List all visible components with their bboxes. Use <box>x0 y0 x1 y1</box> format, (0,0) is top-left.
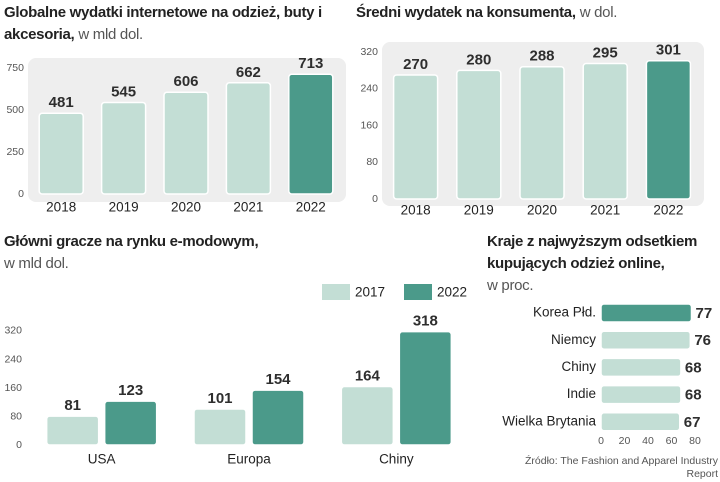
x-tick-label: 2019 <box>109 200 139 215</box>
value-label: 77 <box>695 305 712 322</box>
bar <box>645 59 692 200</box>
x-tick-label: 2021 <box>590 203 620 218</box>
chart-heading: Średni wydatek na konsumenta, w dol. <box>356 2 716 24</box>
x-tick-label: Europa <box>227 452 271 467</box>
legend-swatch <box>322 284 350 300</box>
x-tick-label: 2018 <box>401 203 431 218</box>
bar <box>45 415 100 446</box>
x-tick-label: Chiny <box>379 452 414 467</box>
value-label: 270 <box>403 56 428 73</box>
chart-subtitle: w proc. <box>487 277 534 294</box>
value-label: 67 <box>684 414 701 431</box>
y-tick-label: Niemcy <box>551 332 596 347</box>
x-tick-label: USA <box>88 452 116 467</box>
bar <box>600 412 681 432</box>
x-tick-label: 2019 <box>464 203 494 218</box>
y-tick-label: Indie <box>567 386 596 401</box>
x-tick-label: 2020 <box>527 203 557 218</box>
chart-title: Główni gracze na rynku e-modowym, <box>4 233 259 250</box>
x-tick-label: 40 <box>642 435 654 447</box>
value-label: 606 <box>173 73 198 90</box>
bar <box>193 408 247 446</box>
x-tick-label: 2020 <box>171 200 201 215</box>
legend-label: 2022 <box>437 285 467 300</box>
value-label: 280 <box>466 51 491 68</box>
bar <box>38 112 84 195</box>
x-tick-label: 20 <box>619 435 631 447</box>
value-label: 154 <box>265 371 291 388</box>
bar <box>340 385 395 446</box>
value-label: 68 <box>685 387 702 404</box>
chart-subtitle: w mld dol. <box>78 26 143 43</box>
value-label: 123 <box>118 382 143 399</box>
chart-title: Kraje z najwyższym odsetkiem kupujących … <box>487 233 698 272</box>
value-label: 81 <box>64 397 81 414</box>
chart-heading: Kraje z najwyższym odsetkiem kupujących … <box>487 231 717 297</box>
y-tick-label: 0 <box>372 193 378 205</box>
y-tick-label: 160 <box>4 382 22 394</box>
chart-title: Globalne wydatki internetowe na odzież, … <box>4 4 322 43</box>
x-tick-label: 0 <box>598 435 604 447</box>
y-tick-label: 0 <box>18 188 24 200</box>
y-tick-label: 160 <box>360 119 378 131</box>
y-tick-label: 320 <box>4 325 22 337</box>
y-tick-label: 0 <box>16 439 22 451</box>
value-label: 76 <box>694 332 711 349</box>
y-tick-label: 240 <box>4 353 22 365</box>
bar <box>600 330 692 350</box>
bar <box>456 69 502 200</box>
y-tick-label: 240 <box>360 83 378 95</box>
x-tick-label: 2022 <box>296 200 326 215</box>
value-label: 545 <box>111 83 136 100</box>
bar <box>225 82 272 195</box>
value-label: 101 <box>207 390 232 407</box>
bar <box>100 101 147 195</box>
value-label: 68 <box>685 359 702 376</box>
x-tick-label: 60 <box>666 435 678 447</box>
source-note: Źródło: The Fashion and Apparel Industry… <box>524 455 718 480</box>
x-tick-label: 80 <box>689 435 701 447</box>
value-label: 288 <box>529 48 554 65</box>
bar <box>600 357 682 378</box>
y-tick-label: 250 <box>6 146 24 158</box>
value-label: 318 <box>413 313 438 330</box>
x-tick-label: 2018 <box>46 200 76 215</box>
y-tick-label: 750 <box>6 62 24 74</box>
bar <box>392 74 439 200</box>
y-tick-label: 80 <box>10 410 22 422</box>
chart-subtitle: w dol. <box>579 4 618 21</box>
chart-heading: Globalne wydatki internetowe na odzież, … <box>4 2 349 46</box>
y-tick-label: 80 <box>366 156 378 168</box>
value-label: 713 <box>298 55 323 72</box>
y-tick-label: Wielka Brytania <box>502 413 596 428</box>
bar <box>582 62 628 200</box>
chart-subtitle: w mld dol. <box>4 255 69 272</box>
bar <box>251 389 305 446</box>
bar <box>519 65 565 200</box>
bar <box>288 73 334 195</box>
legend-swatch <box>404 284 432 300</box>
legend-label: 2017 <box>355 285 385 300</box>
chart-heading: Główni gracze na rynku e-modowym, w mld d… <box>4 231 334 275</box>
y-tick-label: 500 <box>6 104 24 116</box>
bar <box>163 91 209 195</box>
value-label: 301 <box>656 42 681 59</box>
value-label: 164 <box>355 368 381 385</box>
value-label: 662 <box>236 64 261 81</box>
x-tick-label: 2021 <box>233 200 263 215</box>
y-tick-label: Chiny <box>561 359 596 374</box>
bar <box>398 330 453 446</box>
chart-title: Średni wydatek na konsumenta, <box>356 4 576 21</box>
bar <box>600 384 682 405</box>
value-label: 481 <box>49 94 74 111</box>
bar <box>600 303 693 323</box>
x-tick-label: 2022 <box>653 203 683 218</box>
y-tick-label: Korea Płd. <box>533 305 596 320</box>
y-tick-label: 320 <box>360 46 378 58</box>
value-label: 295 <box>593 44 618 61</box>
bar <box>103 400 158 446</box>
